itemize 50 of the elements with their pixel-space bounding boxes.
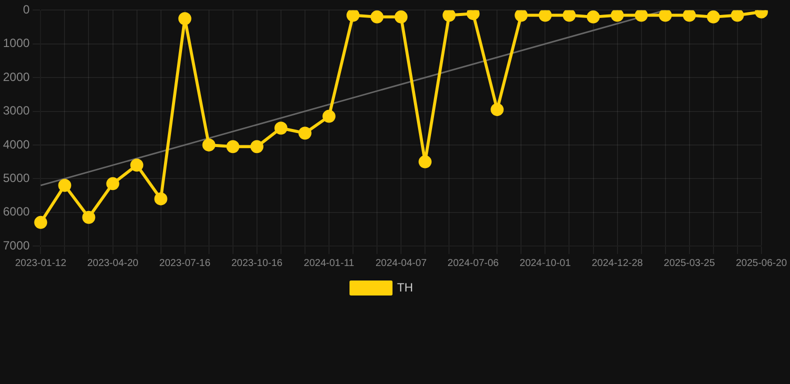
y-tick-label: 0 xyxy=(23,2,30,17)
x-tick-label: 2024-10-01 xyxy=(520,258,572,269)
legend-label: TH xyxy=(397,280,413,294)
y-tick-label: 6000 xyxy=(2,204,30,219)
point xyxy=(154,192,168,206)
point xyxy=(322,110,336,123)
y-tick-label: 2000 xyxy=(2,70,30,84)
x-tick-label: 2023-10-16 xyxy=(231,258,283,269)
point xyxy=(706,10,720,24)
x-tick-label: 2024-07-06 xyxy=(448,258,500,269)
point xyxy=(634,10,648,22)
x-tick-label: 2024-12-28 xyxy=(592,258,644,269)
point xyxy=(178,12,192,26)
point xyxy=(106,177,120,190)
y-tick-label: 7000 xyxy=(2,238,30,252)
point xyxy=(370,10,384,24)
point xyxy=(58,178,72,192)
point xyxy=(466,10,480,20)
point xyxy=(274,122,288,135)
point xyxy=(130,158,144,172)
point xyxy=(490,103,504,116)
x-tick-label: 2025-03-25 xyxy=(664,258,716,269)
y-tick-label: 3000 xyxy=(2,104,30,118)
y-tick-label: 4000 xyxy=(2,137,30,152)
x-tick-label: 2023-04-20 xyxy=(87,258,139,269)
point xyxy=(82,210,96,224)
point xyxy=(226,140,240,154)
point xyxy=(202,138,216,152)
point xyxy=(418,155,432,168)
x-tick-label: 2024-04-07 xyxy=(375,258,428,269)
point xyxy=(562,10,576,22)
point xyxy=(514,10,528,22)
point xyxy=(610,10,624,22)
x-tick-label: 2023-01-12 xyxy=(15,258,67,269)
point xyxy=(346,10,360,22)
point xyxy=(586,10,600,24)
point xyxy=(538,10,552,22)
point xyxy=(250,140,264,154)
x-tick-label: 2025-06-20 xyxy=(736,258,788,269)
y-tick-label: 5000 xyxy=(2,170,30,185)
point xyxy=(442,10,456,22)
point xyxy=(730,10,744,22)
point xyxy=(298,126,312,140)
point xyxy=(394,10,408,24)
point xyxy=(34,216,48,229)
point xyxy=(682,10,696,22)
x-tick-label: 2023-07-16 xyxy=(159,258,211,269)
point xyxy=(658,10,672,22)
y-tick-label: 1000 xyxy=(2,36,30,50)
x-tick-label: 2024-01-11 xyxy=(304,258,355,269)
